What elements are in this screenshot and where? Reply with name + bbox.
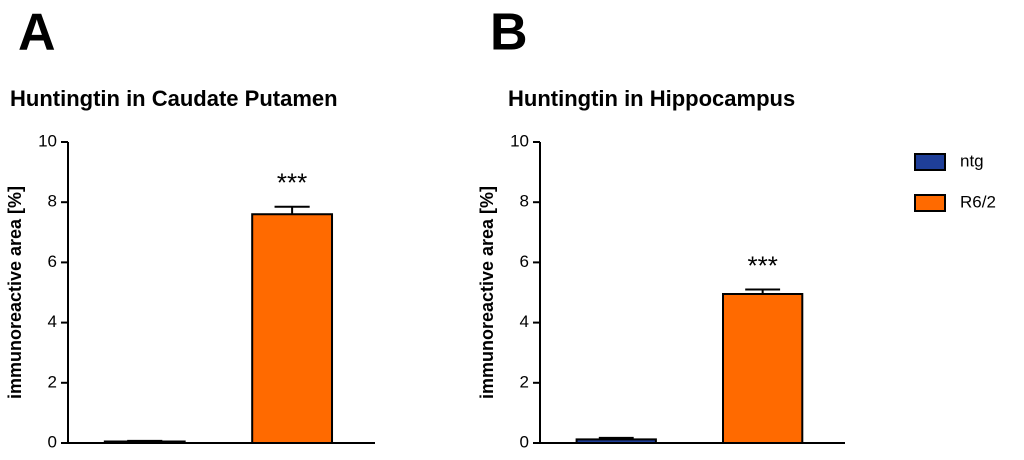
chart-title: Huntingtin in Caudate Putamen (10, 86, 338, 111)
legend-label: R6/2 (960, 192, 996, 211)
y-tick-label: 8 (520, 192, 529, 211)
y-tick-label: 8 (48, 192, 57, 211)
y-tick-label: 10 (510, 131, 529, 150)
significance: *** (277, 168, 307, 198)
y-axis-label: immunoreactive area [%] (477, 186, 497, 399)
legend-swatch (914, 194, 946, 212)
y-tick-label: 4 (48, 312, 57, 331)
y-tick-label: 6 (48, 252, 57, 271)
legend-label: ntg (960, 151, 984, 170)
y-tick-label: 2 (48, 372, 57, 391)
bar (251, 213, 334, 444)
y-tick-label: 10 (38, 131, 57, 150)
legend-swatch (914, 153, 946, 171)
chart-title: Huntingtin in Hippocampus (508, 86, 795, 111)
y-tick-label: 4 (520, 312, 529, 331)
significance: *** (747, 250, 777, 280)
panel-label: A (18, 4, 56, 62)
panel-label: B (490, 4, 528, 62)
bar (722, 293, 804, 444)
y-tick-label: 0 (520, 432, 529, 451)
y-tick-label: 2 (520, 372, 529, 391)
y-tick-label: 6 (520, 252, 529, 271)
y-tick-label: 0 (48, 432, 57, 451)
y-axis-label: immunoreactive area [%] (5, 186, 25, 399)
